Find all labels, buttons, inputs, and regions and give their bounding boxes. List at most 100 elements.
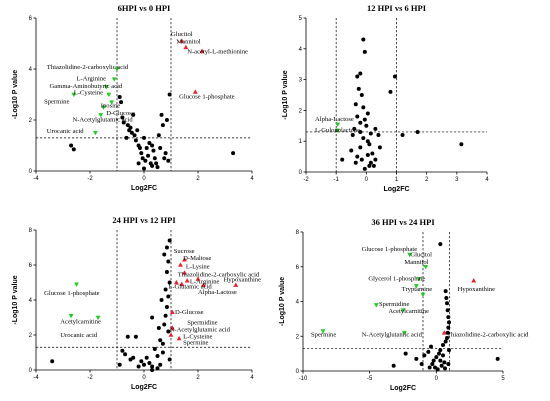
x-tick-label: 2	[425, 177, 429, 183]
metabolite-label: Sucrose	[174, 248, 195, 255]
insignificant-point	[131, 112, 136, 117]
insignificant-point	[445, 308, 450, 313]
upregulated-point	[183, 44, 189, 50]
metabolite-label: Glucitol	[410, 251, 432, 258]
y-tick-label: 2	[29, 118, 33, 124]
insignificant-point	[139, 359, 144, 364]
metabolite-label: Alpha-Lactose	[198, 289, 237, 296]
insignificant-point	[166, 294, 171, 299]
metabolite-label: L-Lysine	[186, 264, 210, 271]
insignificant-point	[426, 349, 431, 354]
y-tick-label: 4	[296, 300, 300, 306]
downregulated-point	[114, 67, 120, 72]
y-axis-label: -Log10 P value	[12, 275, 19, 324]
insignificant-point	[361, 105, 366, 110]
insignificant-point	[120, 348, 125, 353]
metabolite-label: L-Cysteine	[74, 90, 103, 97]
y-tick-label: 2	[29, 333, 33, 339]
insignificant-point	[158, 362, 163, 367]
insignificant-point	[377, 145, 382, 150]
insignificant-point	[151, 148, 156, 153]
upregulated-point	[192, 89, 198, 94]
downregulated-point	[335, 128, 341, 134]
upregulated-point	[176, 335, 182, 341]
y-tick-label: 6	[29, 263, 33, 269]
downregulated-point	[101, 105, 106, 110]
upregulated-point	[168, 332, 174, 337]
metabolite-label: N-Acetylglutamic acid	[170, 327, 231, 334]
insignificant-point	[128, 125, 133, 130]
volcano-panel-4: -10 -5 0 5 0 2 4 6 8 Glucose 1-phosphateGlucitolM…	[279, 217, 529, 392]
insignificant-point	[120, 115, 125, 120]
insignificant-point	[362, 166, 367, 171]
metabolite-label: N-Acetylglutamic acid	[72, 116, 133, 123]
upregulated-point	[182, 270, 187, 275]
upregulated-point	[233, 282, 239, 287]
insignificant-point	[442, 360, 447, 365]
insignificant-point	[150, 368, 155, 372]
metabolite-label: Thiazolidine-2-carboxylic acid	[178, 271, 260, 278]
x-tick-label: 3	[455, 177, 459, 183]
downregulated-point	[416, 277, 422, 282]
insignificant-point	[162, 156, 167, 161]
insignificant-point	[419, 362, 424, 367]
insignificant-point	[163, 151, 168, 156]
insignificant-point	[163, 287, 168, 292]
insignificant-point	[427, 365, 432, 370]
insignificant-point	[117, 95, 122, 100]
insignificant-point	[365, 111, 370, 116]
insignificant-point	[166, 259, 171, 264]
insignificant-point	[142, 135, 146, 140]
x-tick-label: -1	[333, 177, 339, 183]
downregulated-point	[68, 313, 74, 319]
upregulated-point	[179, 38, 185, 43]
insignificant-point	[71, 147, 76, 152]
upregulated-point	[169, 325, 175, 330]
insignificant-point	[415, 129, 420, 134]
metabolite-label: Glucose 1-phosphate	[179, 93, 235, 100]
insignificant-point	[152, 347, 157, 351]
insignificant-point	[164, 245, 169, 250]
upregulated-point	[441, 330, 447, 335]
insignificant-point	[162, 252, 167, 257]
insignificant-point	[150, 143, 155, 148]
insignificant-point	[438, 358, 443, 363]
downregulated-point	[111, 77, 117, 82]
insignificant-point	[117, 362, 122, 367]
metabolite-label: N-Acetylglutamic acid	[362, 331, 423, 338]
insignificant-point	[358, 129, 363, 134]
insignificant-point	[368, 160, 373, 165]
insignificant-point	[139, 151, 144, 156]
insignificant-point	[445, 335, 449, 340]
insignificant-point	[167, 238, 172, 243]
insignificant-point	[434, 355, 439, 360]
downregulated-point	[74, 282, 79, 287]
insignificant-point	[166, 158, 171, 163]
insignificant-point	[439, 363, 444, 368]
metabolite-label: D-Glucose	[106, 110, 135, 117]
y-tick-label: 2	[296, 334, 300, 340]
insignificant-point	[140, 156, 145, 161]
insignificant-point	[355, 114, 360, 119]
metabolite-label: Spermine	[311, 331, 336, 338]
upregulated-point	[178, 262, 183, 267]
insignificant-point	[156, 326, 161, 330]
y-tick-label: 5	[299, 16, 303, 22]
upregulated-point	[201, 282, 206, 287]
insignificant-point	[391, 363, 396, 368]
upregulated-point	[174, 279, 179, 285]
insignificant-point	[444, 296, 449, 301]
upregulated-point	[195, 276, 201, 281]
insignificant-point	[142, 362, 146, 367]
insignificant-point	[136, 161, 141, 166]
metabolite-label: L-Cysteine	[183, 334, 212, 341]
insignificant-point	[438, 348, 443, 353]
insignificant-point	[362, 49, 367, 54]
metabolite-label: Urocanic acid	[47, 128, 84, 135]
metabolite-label: Thiazolidine-2-carboxylic acid	[47, 64, 129, 71]
insignificant-point	[154, 161, 159, 166]
insignificant-point	[367, 163, 372, 168]
insignificant-point	[350, 133, 355, 138]
insignificant-point	[459, 142, 464, 147]
insignificant-point	[125, 123, 130, 128]
